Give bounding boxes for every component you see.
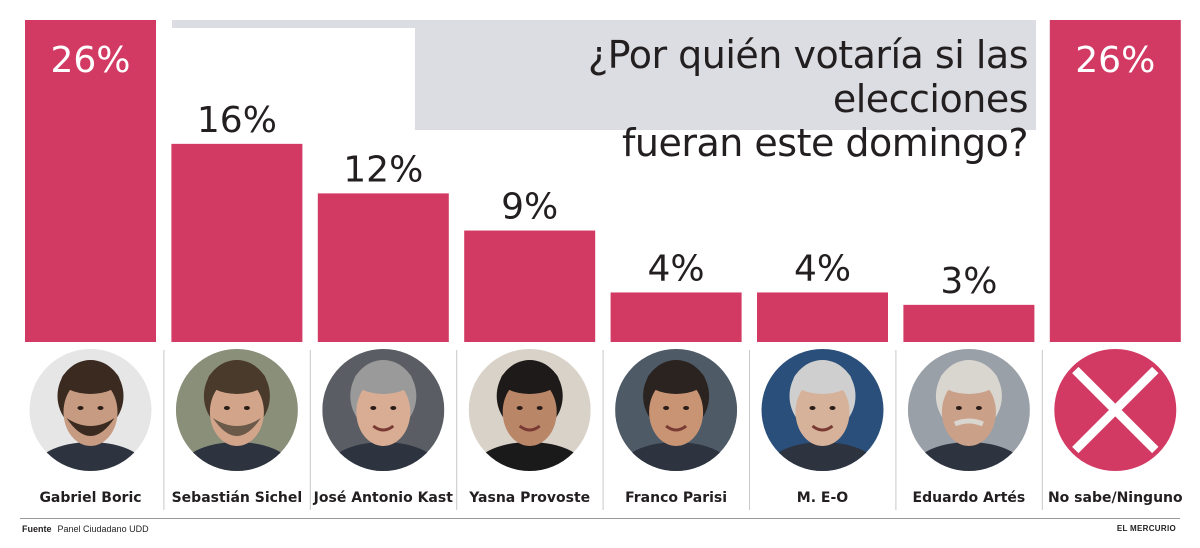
value-label-kast: 12% (343, 149, 423, 190)
boric-photo (29, 349, 152, 471)
bar-parisi (610, 292, 742, 342)
value-label-parisi: 4% (648, 248, 705, 289)
category-label-none: No sabe/Ninguno (1048, 490, 1183, 506)
category-label-sichel: Sebastián Sichel (172, 490, 303, 506)
value-label-artes: 3% (940, 261, 997, 302)
category-label-artes: Eduardo Artés (913, 490, 1026, 506)
category-label-meo: M. E-O (797, 490, 848, 506)
bar-provoste (464, 230, 596, 342)
title-line-2: fueran este domingo? (621, 121, 1029, 165)
bar-kast (317, 193, 449, 342)
bar-meo (757, 292, 888, 342)
category-label-parisi: Franco Parisi (625, 490, 727, 506)
category-label-kast: José Antonio Kast (313, 490, 454, 506)
category-label-provoste: Yasna Provoste (468, 490, 590, 506)
value-label-none: 26% (1075, 40, 1155, 81)
x-mark-icon (1054, 349, 1177, 471)
value-label-meo: 4% (794, 248, 851, 289)
bar-artes (903, 304, 1035, 342)
value-label-sichel: 16% (197, 100, 277, 141)
value-label-boric: 26% (50, 40, 130, 81)
chart-title: ¿Por quién votaría si las elecciones fue… (428, 33, 1029, 165)
title-line-1: ¿Por quién votaría si las elecciones (587, 33, 1029, 121)
footer-divider (20, 518, 1180, 519)
bar-sichel (171, 143, 303, 342)
category-label-boric: Gabriel Boric (39, 490, 141, 506)
source-note: Fuente Panel Ciudadano UDD (22, 524, 149, 534)
source-label: Fuente (22, 524, 52, 534)
brand-logo: EL MERCURIO (1116, 524, 1176, 533)
kast-photo (322, 349, 445, 471)
bar-none (1049, 20, 1181, 342)
sichel-photo (175, 349, 298, 471)
artes-photo (907, 349, 1030, 471)
parisi-photo (615, 349, 738, 471)
provoste-photo (468, 349, 591, 471)
source-text: Panel Ciudadano UDD (57, 524, 149, 534)
meo-photo (761, 349, 884, 471)
bar-boric (25, 20, 156, 342)
value-label-provoste: 9% (501, 187, 558, 228)
title-box (415, 22, 1036, 130)
